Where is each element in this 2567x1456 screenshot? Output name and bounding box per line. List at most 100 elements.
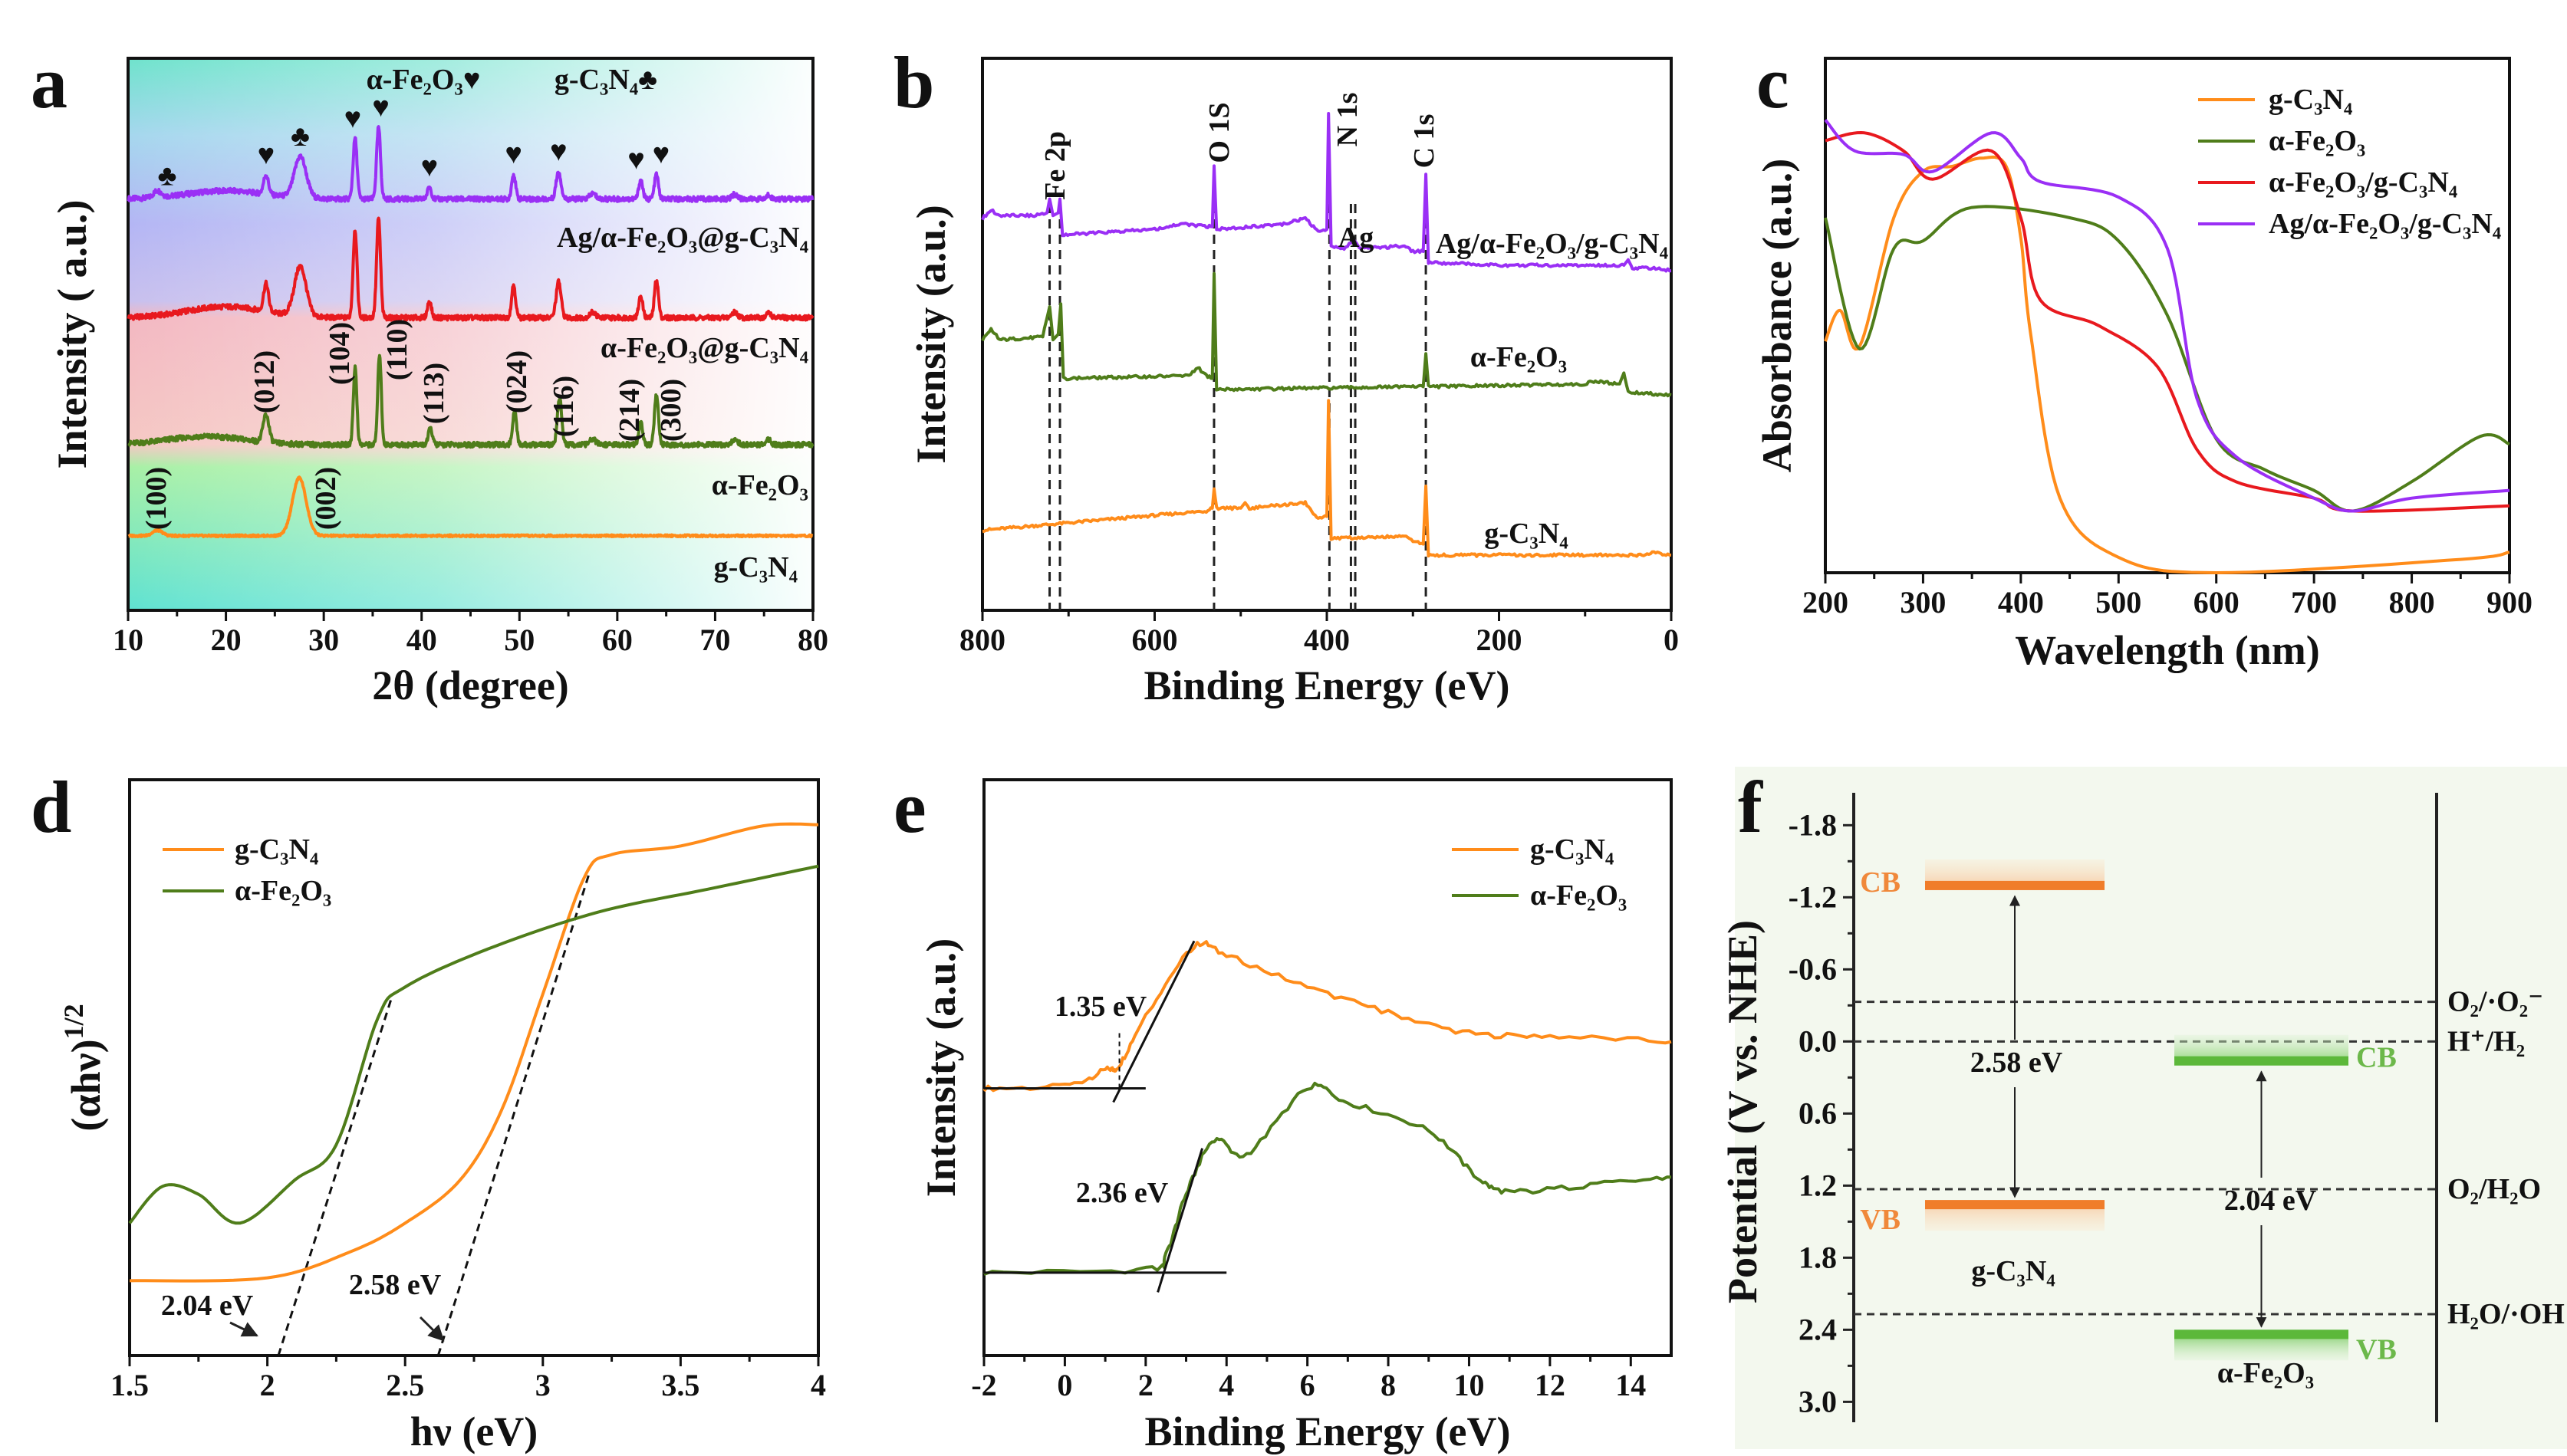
x-tick-label: 12 xyxy=(1535,1368,1565,1402)
y-tick-label: -0.6 xyxy=(1789,951,1837,986)
hkl-label: (012) xyxy=(248,350,281,413)
x-tick-label: 800 xyxy=(959,623,1005,657)
tangent-line xyxy=(1157,1148,1204,1293)
y-tick-label: 0.6 xyxy=(1799,1096,1837,1130)
x-tick-label: 600 xyxy=(2193,585,2240,620)
x-tick-label: 8 xyxy=(1381,1368,1396,1402)
x-tick-label: 3.5 xyxy=(661,1368,699,1402)
peak-marker-icon: ♣ xyxy=(158,160,177,192)
series-line-b-2 xyxy=(982,399,1672,558)
x-axis-title: Wavelength (nm) xyxy=(2015,627,2320,673)
legend-label: g-C₃N₄ xyxy=(1530,833,1614,866)
x-tick-label: 0 xyxy=(1057,1368,1072,1402)
y-axis-title-superscript: 1/2 xyxy=(58,1004,89,1039)
series-line-d-0 xyxy=(129,822,818,1283)
series-line-a-0 xyxy=(127,125,815,203)
x-tick-label: 10 xyxy=(1453,1368,1484,1402)
cb-label: CB xyxy=(1860,866,1901,899)
peak-marker-icon: ♥ xyxy=(653,138,670,170)
band-gap-label: 2.04 eV xyxy=(2224,1185,2317,1217)
series-line-a-3 xyxy=(127,475,814,539)
peak-marker-icon: ♣ xyxy=(291,120,310,153)
x-tick-label: 300 xyxy=(1900,585,1946,620)
y-tick-label: -1.2 xyxy=(1789,879,1837,914)
reference-level-label: O₂/H₂O xyxy=(2447,1173,2541,1205)
x-tick-label: 2 xyxy=(260,1368,275,1402)
y-axis-title: (αhν)1/2 xyxy=(58,1004,109,1131)
legend-label: g-C₃N₄ xyxy=(2269,84,2353,116)
vb-edge-label: 1.35 eV xyxy=(1055,991,1147,1023)
reference-level-label: O₂/·O₂⁻ xyxy=(2447,986,2543,1018)
hkl-label: (100) xyxy=(140,467,173,530)
panel-letter-d: d xyxy=(31,766,71,848)
legend-label: α-Fe₂O₃ xyxy=(2269,125,2365,157)
y-axis-title: Absorbance (a.u.) xyxy=(1754,159,1800,473)
legend-label: α-Fe₂O₃ xyxy=(235,875,331,907)
x-tick-label: 40 xyxy=(406,623,437,657)
x-tick-label: 3 xyxy=(535,1368,551,1402)
tangent-line xyxy=(436,871,591,1356)
panel-letter-f: f xyxy=(1738,766,1763,848)
series-line-c-0 xyxy=(1824,155,2510,574)
reference-level-label: H₂O/·OH xyxy=(2447,1298,2565,1330)
x-tick-label: 4 xyxy=(1219,1368,1234,1402)
hkl-label: (110) xyxy=(381,319,413,380)
series-line-c-1 xyxy=(1824,205,2510,513)
series-label: α-Fe₂O₃ xyxy=(1470,341,1567,373)
peak-marker-icon: ♥ xyxy=(550,136,568,168)
y-axis-title: Intensity (a.u.) xyxy=(918,938,964,1198)
peak-marker-icon: ♥ xyxy=(627,143,645,176)
series-line-b-0 xyxy=(981,112,1672,273)
x-tick-label: 6 xyxy=(1300,1368,1315,1402)
legend-label: α-Fe₂O₃/g-C₃N₄ xyxy=(2269,166,2458,199)
vb-label: VB xyxy=(1860,1204,1901,1236)
x-tick-label: 200 xyxy=(1802,585,1848,620)
y-tick-label: 1.2 xyxy=(1799,1168,1837,1202)
panel-letter-e: e xyxy=(894,766,926,848)
hkl-label: (300) xyxy=(655,379,687,442)
y-tick-label: 0.0 xyxy=(1799,1024,1837,1058)
legend-label: α-Fe₂O₃ xyxy=(1530,879,1627,912)
conduction-band-edge xyxy=(2174,1056,2348,1066)
peak-marker-icon: ♥ xyxy=(344,102,362,134)
vb-label: VB xyxy=(2356,1333,2397,1366)
hkl-label: (113) xyxy=(418,363,450,424)
reference-level-label: H⁺/H₂ xyxy=(2447,1025,2525,1057)
arrow-icon xyxy=(419,1316,445,1342)
legend-alpha-fe2o3: α-Fe₂O₃♥ xyxy=(367,64,481,96)
y-tick-label: -1.8 xyxy=(1789,807,1837,842)
peak-label: O 1S xyxy=(1203,102,1236,163)
x-tick-label: 60 xyxy=(602,623,633,657)
x-axis-title: Binding Energy (eV) xyxy=(1144,1408,1510,1454)
y-tick-label: 2.4 xyxy=(1799,1312,1837,1346)
x-tick-label: 1.5 xyxy=(110,1368,149,1402)
arrow-icon xyxy=(229,1321,258,1337)
x-tick-label: -2 xyxy=(971,1368,996,1402)
peak-label: Ag xyxy=(1338,222,1374,254)
peak-marker-icon: ♥ xyxy=(421,151,439,183)
series-line-a-2 xyxy=(127,353,815,449)
x-tick-label: 4 xyxy=(811,1368,826,1402)
cb-label: CB xyxy=(2356,1042,2397,1074)
x-tick-label: 2.5 xyxy=(386,1368,424,1402)
peak-marker-icon: ♥ xyxy=(505,138,522,170)
series-label: α-Fe₂O₃@g-C₃N₄ xyxy=(601,332,809,364)
x-tick-label: 900 xyxy=(2486,585,2532,620)
panel-letter-c: c xyxy=(1756,41,1789,123)
diagram-background xyxy=(1735,767,2567,1449)
series-label: g-C₃N₄ xyxy=(1484,518,1568,550)
x-tick-label: 20 xyxy=(211,623,242,657)
x-tick-label: 70 xyxy=(699,623,730,657)
background-fade xyxy=(128,58,813,610)
x-tick-label: 400 xyxy=(1998,585,2044,620)
valence-band-edge xyxy=(2174,1329,2348,1339)
band-gap-label: 2.04 eV xyxy=(161,1290,254,1322)
peak-label: C 1s xyxy=(1408,114,1440,169)
peak-label: Fe 2p xyxy=(1039,131,1071,200)
hkl-label: (024) xyxy=(501,350,533,413)
band-gap-label: 2.58 eV xyxy=(1970,1047,2063,1079)
conduction-band-edge xyxy=(1925,880,2105,890)
legend-g-c3n4: g-C₃N₄♣ xyxy=(555,64,657,96)
y-tick-label: 1.8 xyxy=(1799,1240,1837,1274)
